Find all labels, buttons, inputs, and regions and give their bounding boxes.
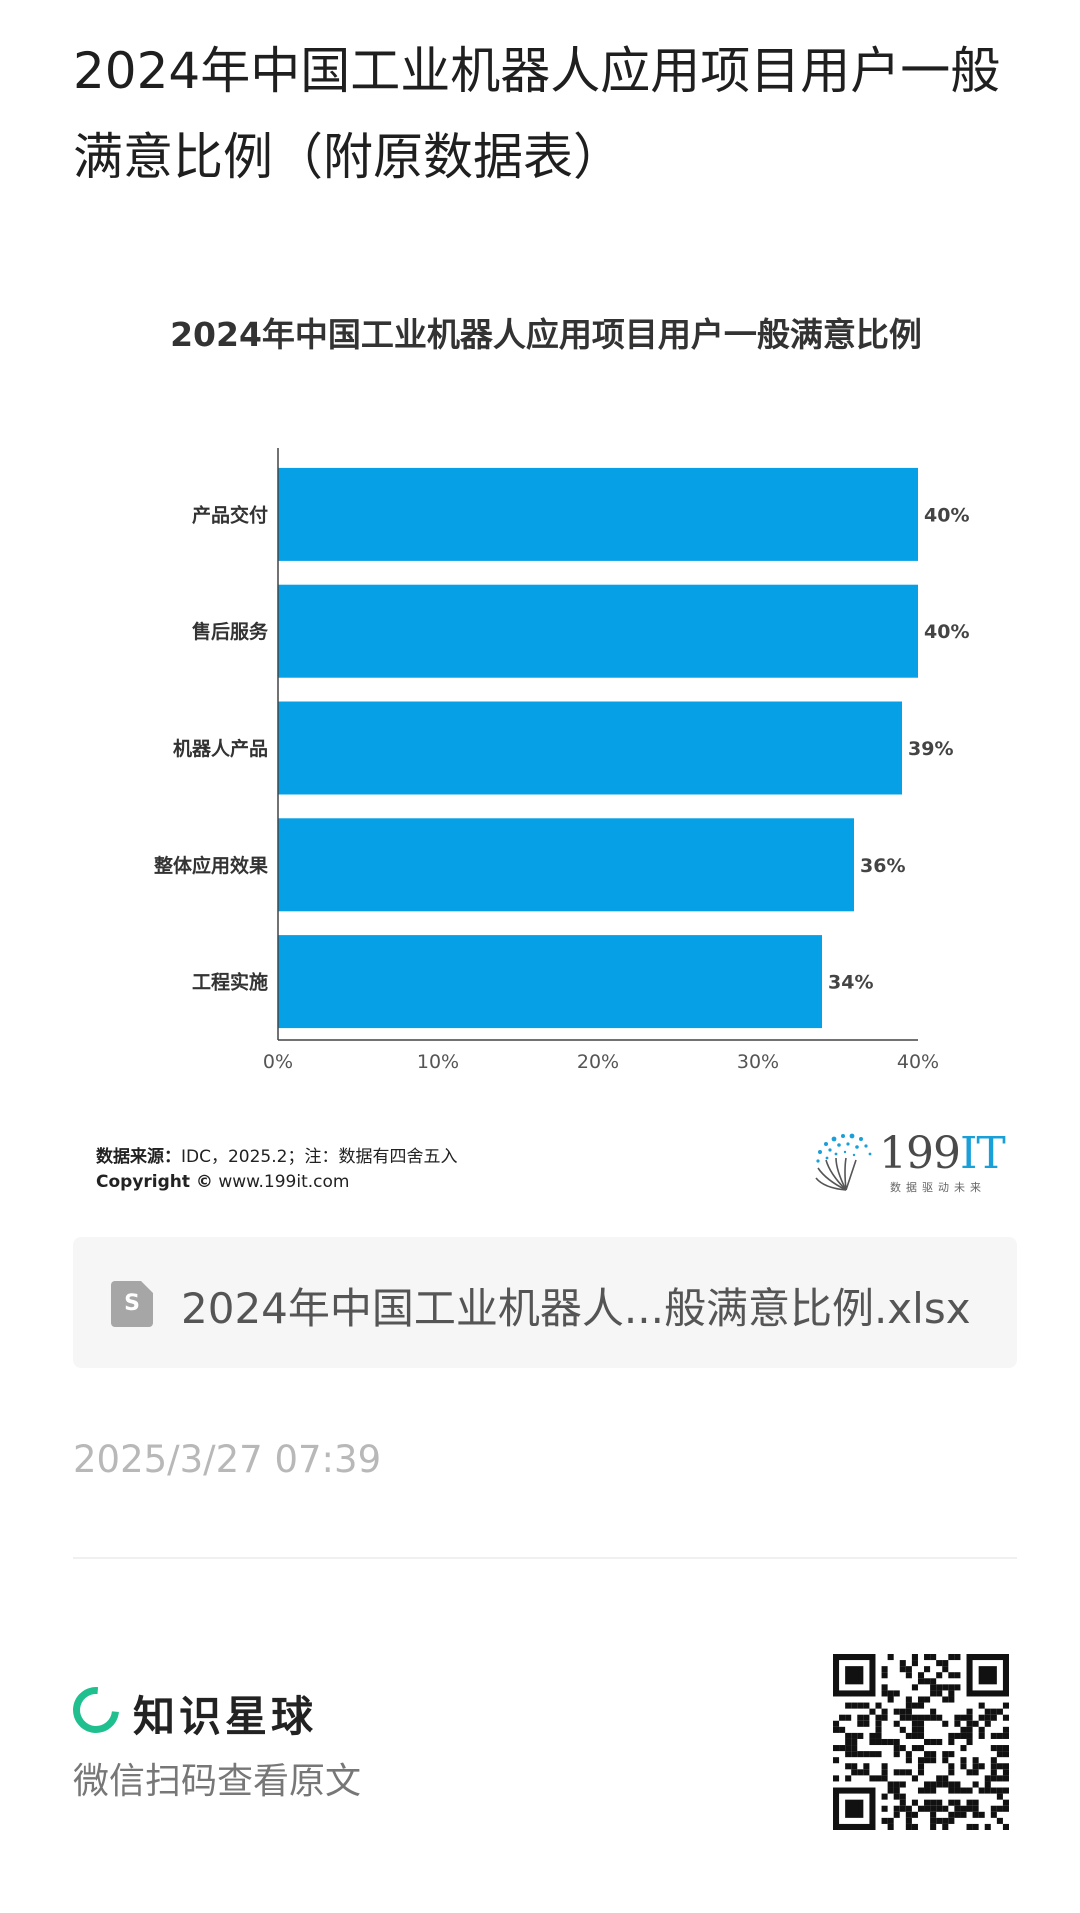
x-tick-label: 0% [263,1051,293,1073]
source-label: 数据来源： [96,1147,181,1167]
data-label: 34% [828,972,873,994]
post-timestamp: 2025/3/27 07:39 [73,1438,382,1481]
copyright: Copyright © www.199it.com [96,1172,349,1192]
dandelion-logo-icon [815,1133,872,1191]
199it-logo: 199IT 数据驱动未来 [812,1128,1008,1196]
bar-2 [278,584,918,678]
attachment-filename[interactable]: 2024年中国工业机器人...般满意比例.xlsx [181,1284,971,1333]
bar-5 [278,935,822,1029]
logo-wordmark: 199IT [879,1128,1006,1179]
chart-container: 2024年中国工业机器人应用项目用户一般满意比例产品交付 40% 售后服务 40% 机器… [154,315,970,1073]
spreadsheet-file-icon: S [111,1281,153,1327]
brand-name: 知识星球 [133,1692,318,1741]
copyright-label: Copyright © [96,1172,213,1192]
logo-number: 199 [879,1128,961,1179]
bar-1 [278,467,918,561]
data-label: 40% [924,504,969,526]
category-label: 售后服务 [191,620,269,643]
zhishixingqiu-logo-icon [63,1677,129,1743]
attachment-card[interactable]: S 2024年中国工业机器人...般满意比例.xlsx [73,1237,1017,1368]
x-tick-label: 30% [737,1051,779,1073]
data-source: 数据来源：IDC，2025.2；注：数据有四舍五入 [96,1142,457,1167]
category-label: 整体应用效果 [154,854,268,877]
file-icon-letter: S [124,1291,140,1316]
logo-tagline: 数据驱动未来 [890,1181,986,1194]
source-text: IDC，2025.2；注：数据有四舍五入 [181,1147,458,1167]
logo-suffix: IT [959,1128,1006,1179]
bar-4 [278,818,854,912]
qr-code-icon[interactable] [833,1654,1009,1830]
copyright-url[interactable]: www.199it.com [218,1172,350,1192]
x-tick-label: 10% [417,1051,459,1073]
data-label: 40% [924,621,969,643]
x-tick-label: 20% [577,1051,619,1073]
category-label: 工程实施 [192,971,268,994]
page-title: 2024年中国工业机器人应用项目用户一般满意比例（附原数据表） [73,42,1001,186]
chart-title: 2024年中国工业机器人应用项目用户一般满意比例 [170,315,922,354]
bar-3 [278,701,902,795]
x-tick-label: 40% [897,1051,939,1073]
category-label: 机器人产品 [173,737,268,760]
data-label: 39% [908,738,953,760]
scan-hint: 微信扫码查看原文 [73,1761,362,1802]
category-label: 产品交付 [192,503,268,526]
divider [73,1557,1017,1559]
data-label: 36% [860,855,905,877]
